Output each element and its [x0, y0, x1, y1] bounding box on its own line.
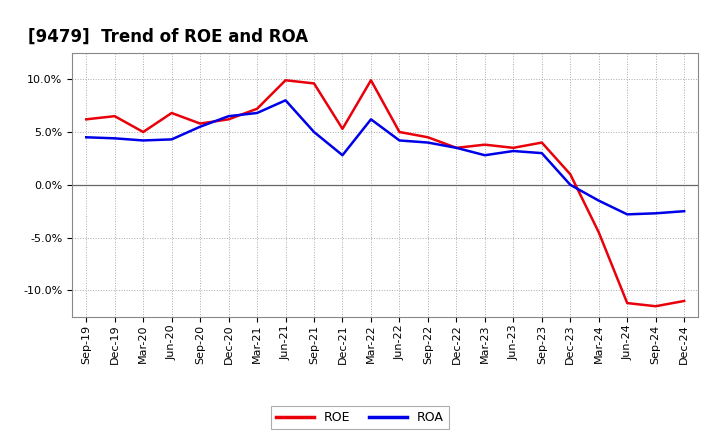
ROE: [537, 140, 546, 145]
ROE: [139, 129, 148, 135]
ROE: [82, 117, 91, 122]
ROA: [167, 137, 176, 142]
ROA: [423, 140, 432, 145]
ROE: [338, 126, 347, 132]
ROE: [110, 114, 119, 119]
Line: ROA: ROA: [86, 100, 684, 214]
ROE: [652, 304, 660, 309]
ROA: [366, 117, 375, 122]
Legend: ROE, ROA: ROE, ROA: [271, 407, 449, 429]
ROA: [253, 110, 261, 116]
ROE: [423, 135, 432, 140]
ROA: [395, 138, 404, 143]
ROA: [82, 135, 91, 140]
ROA: [139, 138, 148, 143]
ROE: [595, 230, 603, 235]
Line: ROE: ROE: [86, 80, 684, 306]
ROA: [652, 211, 660, 216]
ROA: [452, 145, 461, 150]
ROA: [480, 153, 489, 158]
ROE: [566, 172, 575, 177]
ROA: [537, 150, 546, 156]
ROA: [338, 153, 347, 158]
ROE: [480, 142, 489, 147]
ROE: [366, 77, 375, 83]
ROA: [282, 98, 290, 103]
ROA: [110, 136, 119, 141]
ROA: [680, 209, 688, 214]
ROA: [509, 148, 518, 154]
ROA: [595, 198, 603, 203]
ROE: [395, 129, 404, 135]
ROA: [196, 124, 204, 129]
ROA: [623, 212, 631, 217]
Text: [9479]  Trend of ROE and ROA: [9479] Trend of ROE and ROA: [28, 28, 308, 46]
ROE: [282, 77, 290, 83]
ROE: [452, 145, 461, 150]
ROA: [225, 114, 233, 119]
ROE: [680, 298, 688, 304]
ROE: [623, 301, 631, 306]
ROE: [225, 117, 233, 122]
ROA: [310, 129, 318, 135]
ROE: [509, 145, 518, 150]
ROE: [253, 106, 261, 111]
ROA: [566, 182, 575, 187]
ROE: [310, 81, 318, 86]
ROE: [167, 110, 176, 116]
ROE: [196, 121, 204, 126]
